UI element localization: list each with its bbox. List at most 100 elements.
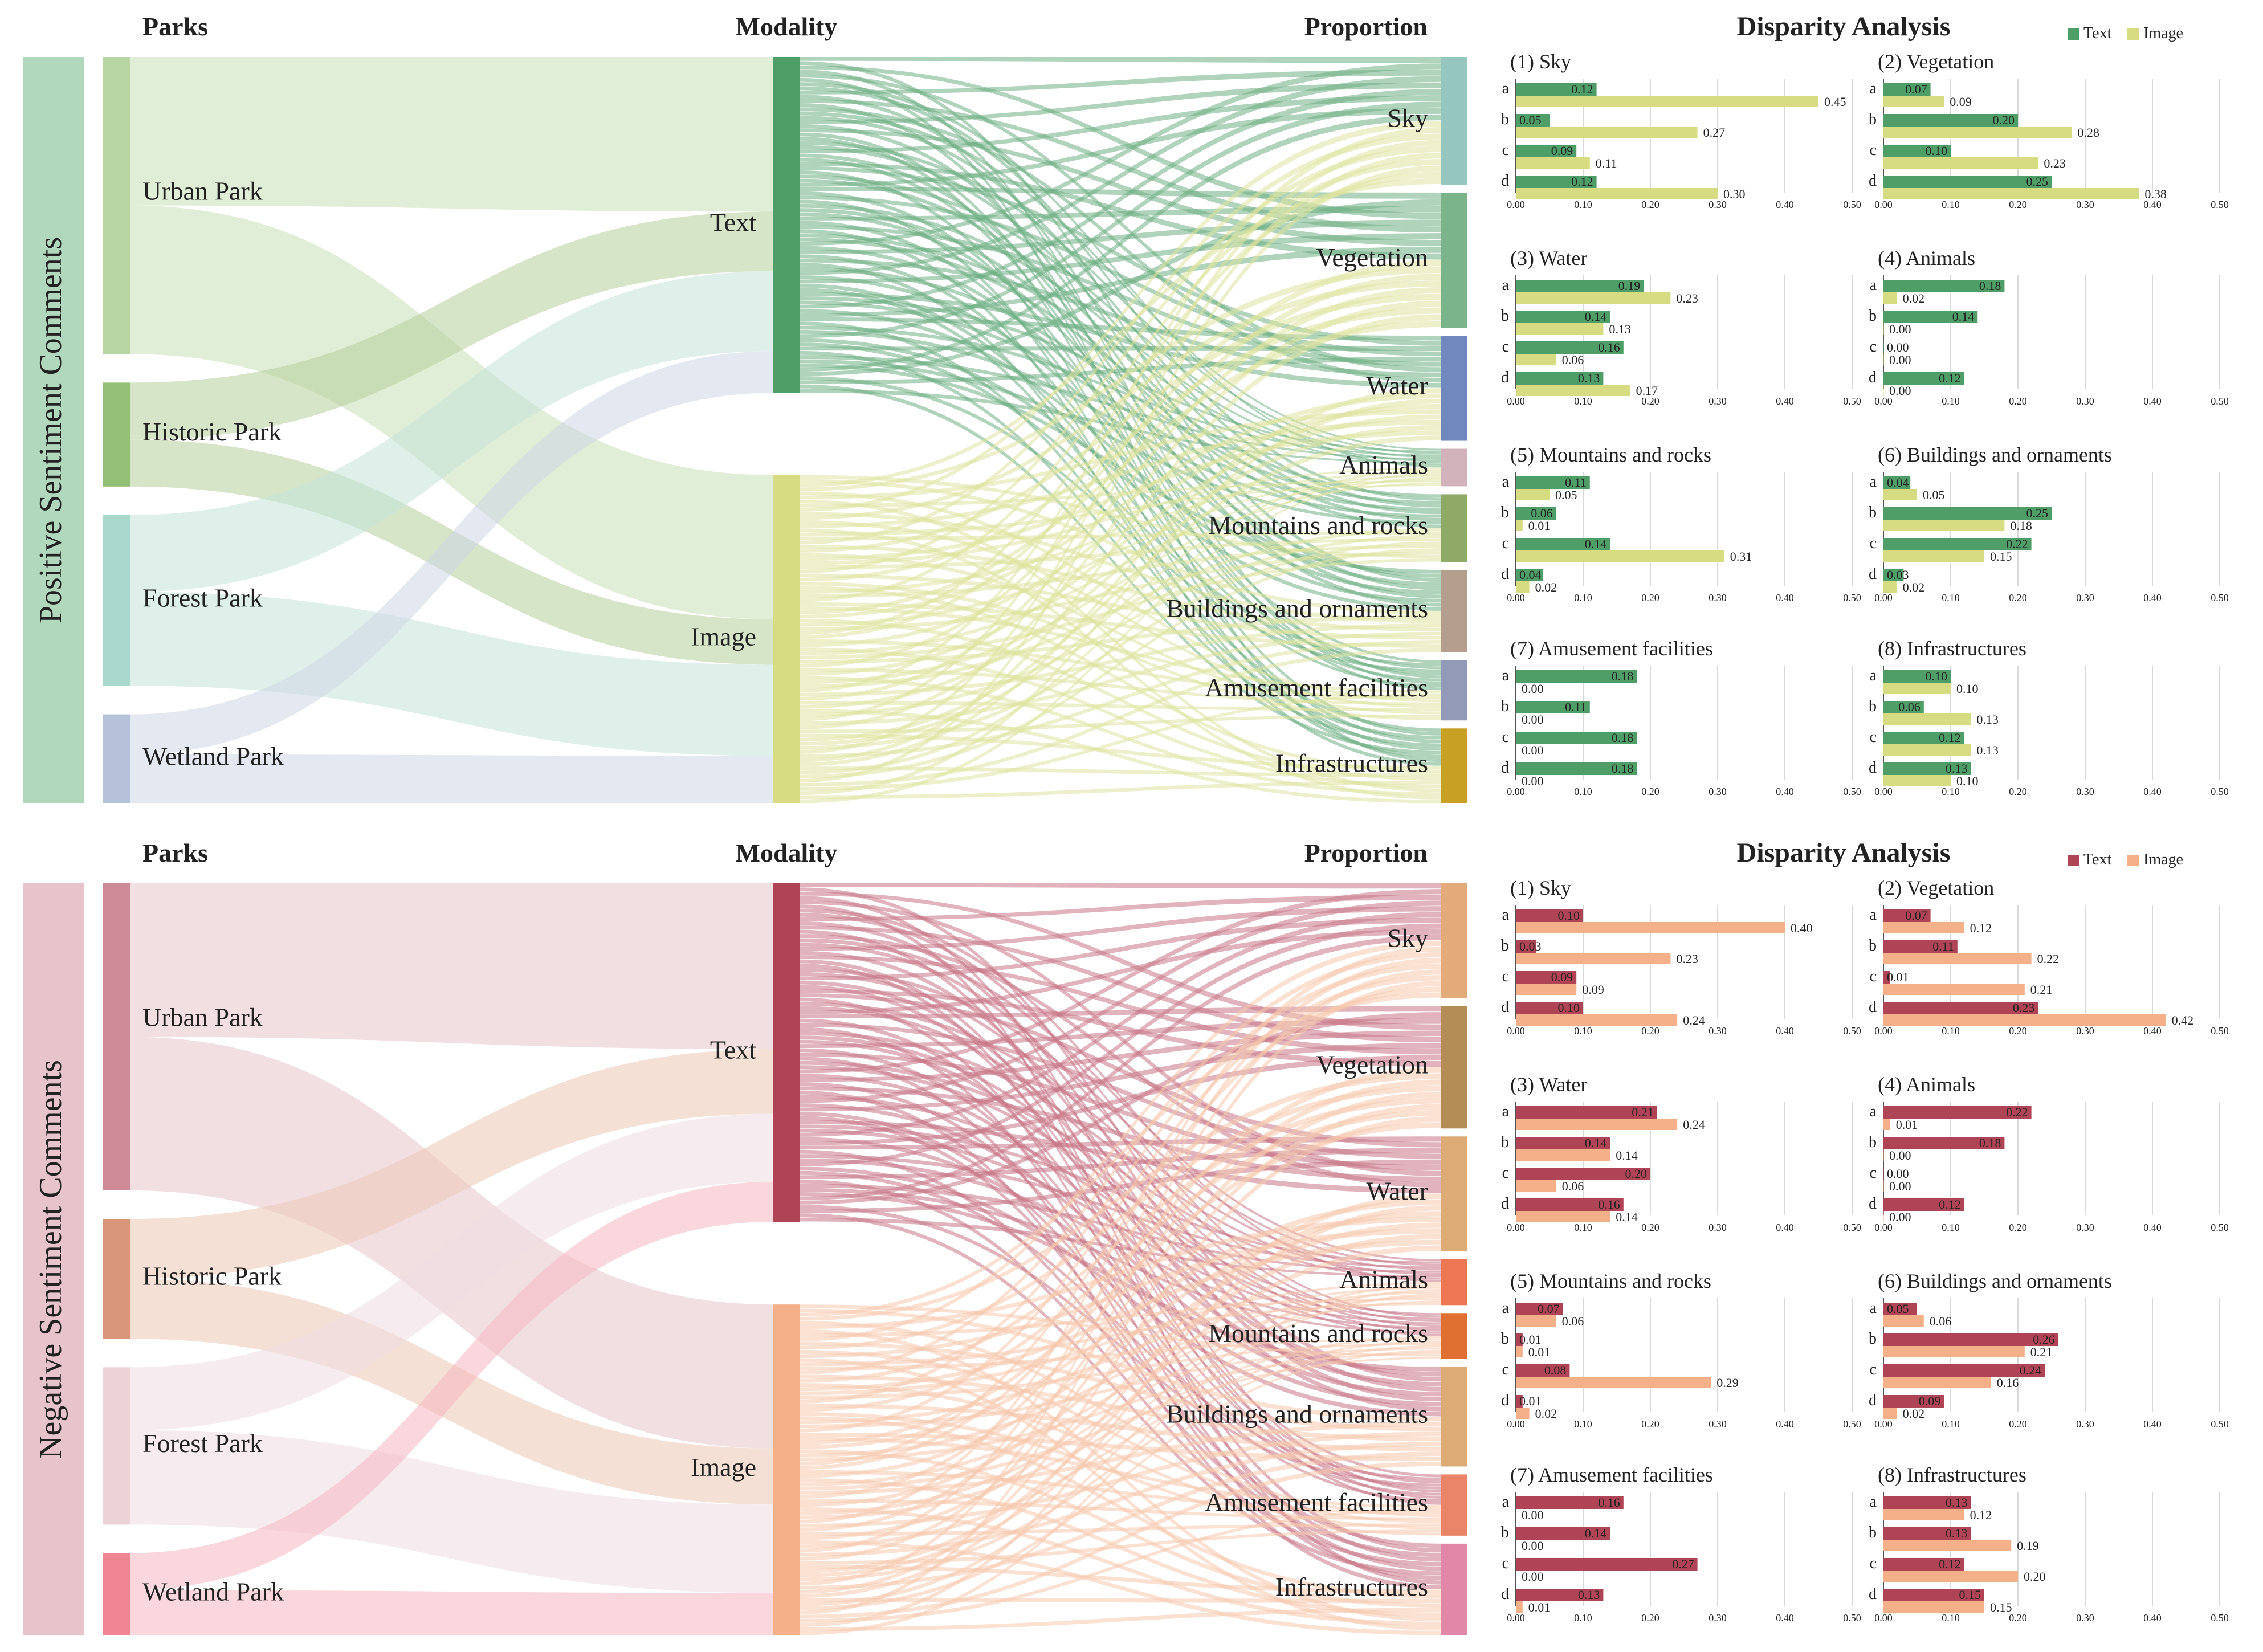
pos-link-text-animals <box>800 296 1441 452</box>
tick-label: 0.10 <box>1574 395 1592 407</box>
pos-link-image-water <box>800 398 1441 796</box>
value-label-text-b: 0.25 <box>2026 506 2049 520</box>
tick-label: 0.40 <box>1776 395 1794 407</box>
tick-label: 0.00 <box>1507 1612 1525 1624</box>
neg-label-sky: Sky <box>1387 923 1428 952</box>
tick-label: 0.40 <box>1776 786 1794 797</box>
value-label-image-a: 0.05 <box>1555 488 1577 502</box>
pos-link-text-water <box>800 74 1441 372</box>
bar-image-c <box>1883 1571 2018 1582</box>
group-label: b <box>1501 111 1509 128</box>
neg-link-image-water <box>800 1222 1441 1507</box>
pos-panel-1: (1) Sky 0.00 0.10 0.20 0.30 0.40 0.50 a 0.12 0.45… <box>1501 50 1861 210</box>
pos-label-historic-park: Historic Park <box>142 417 282 446</box>
value-label-image-c: 0.00 <box>1889 1179 1911 1193</box>
neg-link-image-vegetation <box>800 1098 1441 1383</box>
neg-link-image-infrastructures <box>800 1358 1441 1631</box>
pos-link-text-buildings-and-ornaments <box>800 95 1441 590</box>
tick-label: 0.50 <box>1843 1418 1861 1430</box>
bar-text-b <box>1516 701 1590 713</box>
pos-link-text-infrastructures <box>800 77 1441 762</box>
tick-label: 0.10 <box>1574 1025 1592 1037</box>
value-label-text-a: 0.22 <box>2006 1105 2028 1119</box>
bar-text-a <box>1516 1303 1563 1315</box>
pos-link-image-infrastructures <box>800 733 1441 770</box>
pos-link-text-sky <box>800 101 1441 338</box>
value-label-image-d: 0.38 <box>2144 187 2167 201</box>
pos-link-image-water <box>800 414 1441 676</box>
value-label-text-d: 0.13 <box>1578 371 1600 385</box>
bar-text-b <box>1883 701 1924 713</box>
value-label-image-a: 0.40 <box>1791 921 1813 935</box>
bar-text-d <box>1516 372 1604 385</box>
group-label: d <box>1501 369 1509 386</box>
bar-text-d <box>1516 1395 1523 1408</box>
value-label-image-a: 0.05 <box>1923 488 1945 502</box>
neg-link-text-vegetation <box>800 1042 1441 1112</box>
value-label-image-b: 0.21 <box>2030 1345 2053 1359</box>
neg-link-text-water <box>800 934 1441 1188</box>
neg-link-text-vegetation <box>800 1012 1441 1205</box>
value-label-text-a: 0.18 <box>1612 669 1634 683</box>
group-label: a <box>1870 80 1877 97</box>
pos-link-text-buildings-and-ornaments <box>800 212 1441 578</box>
neg-link-image-water <box>800 1200 1441 1449</box>
pos-link-image-vegetation <box>800 321 1441 614</box>
neg-link-text-vegetation <box>800 1055 1441 1145</box>
tick-label: 0.50 <box>1843 395 1861 407</box>
value-label-text-b: 0.11 <box>1565 700 1587 714</box>
neg-link-text-animals <box>800 1001 1441 1271</box>
neg-link-image-mountains-and-rocks <box>800 1343 1441 1400</box>
neg-link-image-animals <box>800 1296 1441 1487</box>
group-label: a <box>1502 906 1510 924</box>
pos-link-image-mountains-and-rocks <box>800 535 1441 717</box>
pos-link-image-animals <box>800 476 1441 803</box>
group-label: c <box>1502 1164 1509 1182</box>
value-label-image-c: 0.21 <box>2030 982 2053 997</box>
neg-link-image-buildings-and-ornaments <box>800 1421 1441 1495</box>
bar-image-a <box>1883 489 1917 500</box>
bar-image-c <box>1883 354 1884 365</box>
pos-link-image-water <box>800 435 1441 742</box>
neg-panel-1: (1) Sky 0.00 0.10 0.20 0.30 0.40 0.50 a 0.10 0.40… <box>1501 876 1861 1037</box>
neg-side-title: Negative Sentiment Comments <box>33 1060 68 1459</box>
pos-node-forest-park <box>103 515 130 686</box>
tick-label: 0.00 <box>1507 1025 1525 1037</box>
neg-link-text-animals <box>800 908 1441 1282</box>
value-label-text-c: 0.18 <box>1612 731 1634 745</box>
bar-image-d <box>1516 1211 1610 1222</box>
neg-link-text-sky <box>800 935 1441 1201</box>
value-label-image-a: 0.00 <box>1522 1508 1544 1522</box>
value-label-image-d: 0.01 <box>1528 1600 1551 1614</box>
bar-text-c <box>1883 1558 1964 1571</box>
value-label-text-c: 0.09 <box>1551 970 1573 984</box>
neg-link-wetland-park-image <box>130 1590 773 1635</box>
tick-label: 0.10 <box>1574 592 1592 603</box>
tick-label: 0.30 <box>1709 786 1727 797</box>
group-label: c <box>1502 535 1509 552</box>
bar-text-a <box>1883 670 1951 683</box>
tick-label: 0.40 <box>2143 1418 2162 1430</box>
value-label-image-c: 0.13 <box>1976 743 1999 757</box>
neg-label-image: Image <box>691 1453 756 1482</box>
value-label-image-b: 0.14 <box>1616 1148 1638 1162</box>
value-label-text-b: 0.13 <box>1946 1526 1968 1540</box>
tick-label: 0.30 <box>1709 199 1727 210</box>
tick-label: 0.30 <box>1709 395 1727 407</box>
group-label: d <box>1501 1585 1509 1603</box>
group-label: c <box>1502 141 1509 159</box>
tick-label: 0.20 <box>2009 199 2027 210</box>
bar-text-d <box>1516 762 1637 775</box>
pos-link-image-mountains-and-rocks <box>800 552 1441 631</box>
bar-image-a <box>1516 922 1785 933</box>
neg-legend-text: Text <box>2083 851 2112 868</box>
tick-label: 0.30 <box>1709 1222 1727 1233</box>
value-label-text-d: 0.13 <box>1578 1588 1600 1602</box>
pos-link-text-buildings-and-ornaments <box>800 246 1441 586</box>
bar-image-b <box>1516 323 1604 335</box>
pos-link-text-vegetation <box>800 99 1441 233</box>
value-label-image-b: 0.19 <box>2017 1539 2039 1553</box>
bar-image-c <box>1883 1180 1884 1192</box>
bar-image-d <box>1883 1211 1884 1222</box>
pos-link-image-buildings-and-ornaments <box>800 623 1441 697</box>
